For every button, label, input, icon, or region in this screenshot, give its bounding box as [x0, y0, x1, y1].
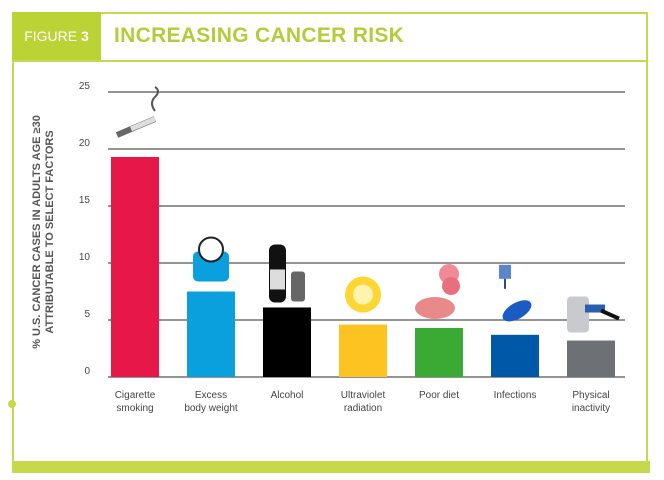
figure-header: FIGURE 3 INCREASING CANCER RISK: [12, 12, 648, 62]
bar-2: [263, 307, 311, 377]
bottom-band: [12, 461, 650, 473]
bar-4: [415, 327, 463, 377]
burger-and-ice-cream-icon: [415, 263, 460, 319]
wine-bottle-and-can-icon: [269, 244, 305, 303]
bar-6: [567, 340, 615, 377]
y-axis-label-line-1: % U.S. CANCER CASES IN ADULTS AGE ≥30: [31, 115, 43, 349]
virus-and-bacteria-icon: [499, 264, 532, 322]
figure-label-text: FIGURE: [24, 28, 78, 44]
category-label: Alcohol: [271, 390, 304, 401]
bar-1: [187, 291, 235, 377]
figure-label: FIGURE 3: [12, 12, 101, 60]
y-tick-label: 20: [79, 138, 91, 149]
category-label: Ultraviolet: [341, 390, 386, 401]
cigarette-icon: [115, 86, 159, 138]
category-label: Poor diet: [419, 390, 459, 401]
scale-icon: [193, 236, 229, 282]
category-label: Excess: [195, 390, 227, 401]
bar-3: [339, 324, 387, 377]
category-label: Infections: [494, 390, 537, 401]
category-label: inactivity: [572, 403, 610, 414]
y-tick-label: 15: [79, 195, 91, 206]
y-tick-label: 25: [79, 81, 91, 92]
figure-number: 3: [80, 28, 89, 44]
person-in-recliner-icon: [567, 296, 620, 333]
y-tick-label: 0: [84, 366, 90, 377]
y-tick-label: 10: [79, 252, 91, 263]
sun-icon: [345, 276, 381, 313]
figure-title: INCREASING CANCER RISK: [114, 24, 405, 47]
frame-dot: [8, 400, 16, 408]
y-tick-label: 5: [84, 309, 90, 320]
category-label: radiation: [344, 403, 382, 414]
y-axis-label-line-2: ATTRIBUTABLE TO SELECT FACTORS: [44, 130, 56, 333]
bar-0: [111, 156, 159, 377]
category-label: Physical: [572, 390, 609, 401]
bar-5: [491, 334, 539, 377]
category-label: smoking: [116, 403, 153, 414]
category-label: Cigarette: [115, 390, 156, 401]
category-label: body weight: [184, 403, 238, 414]
